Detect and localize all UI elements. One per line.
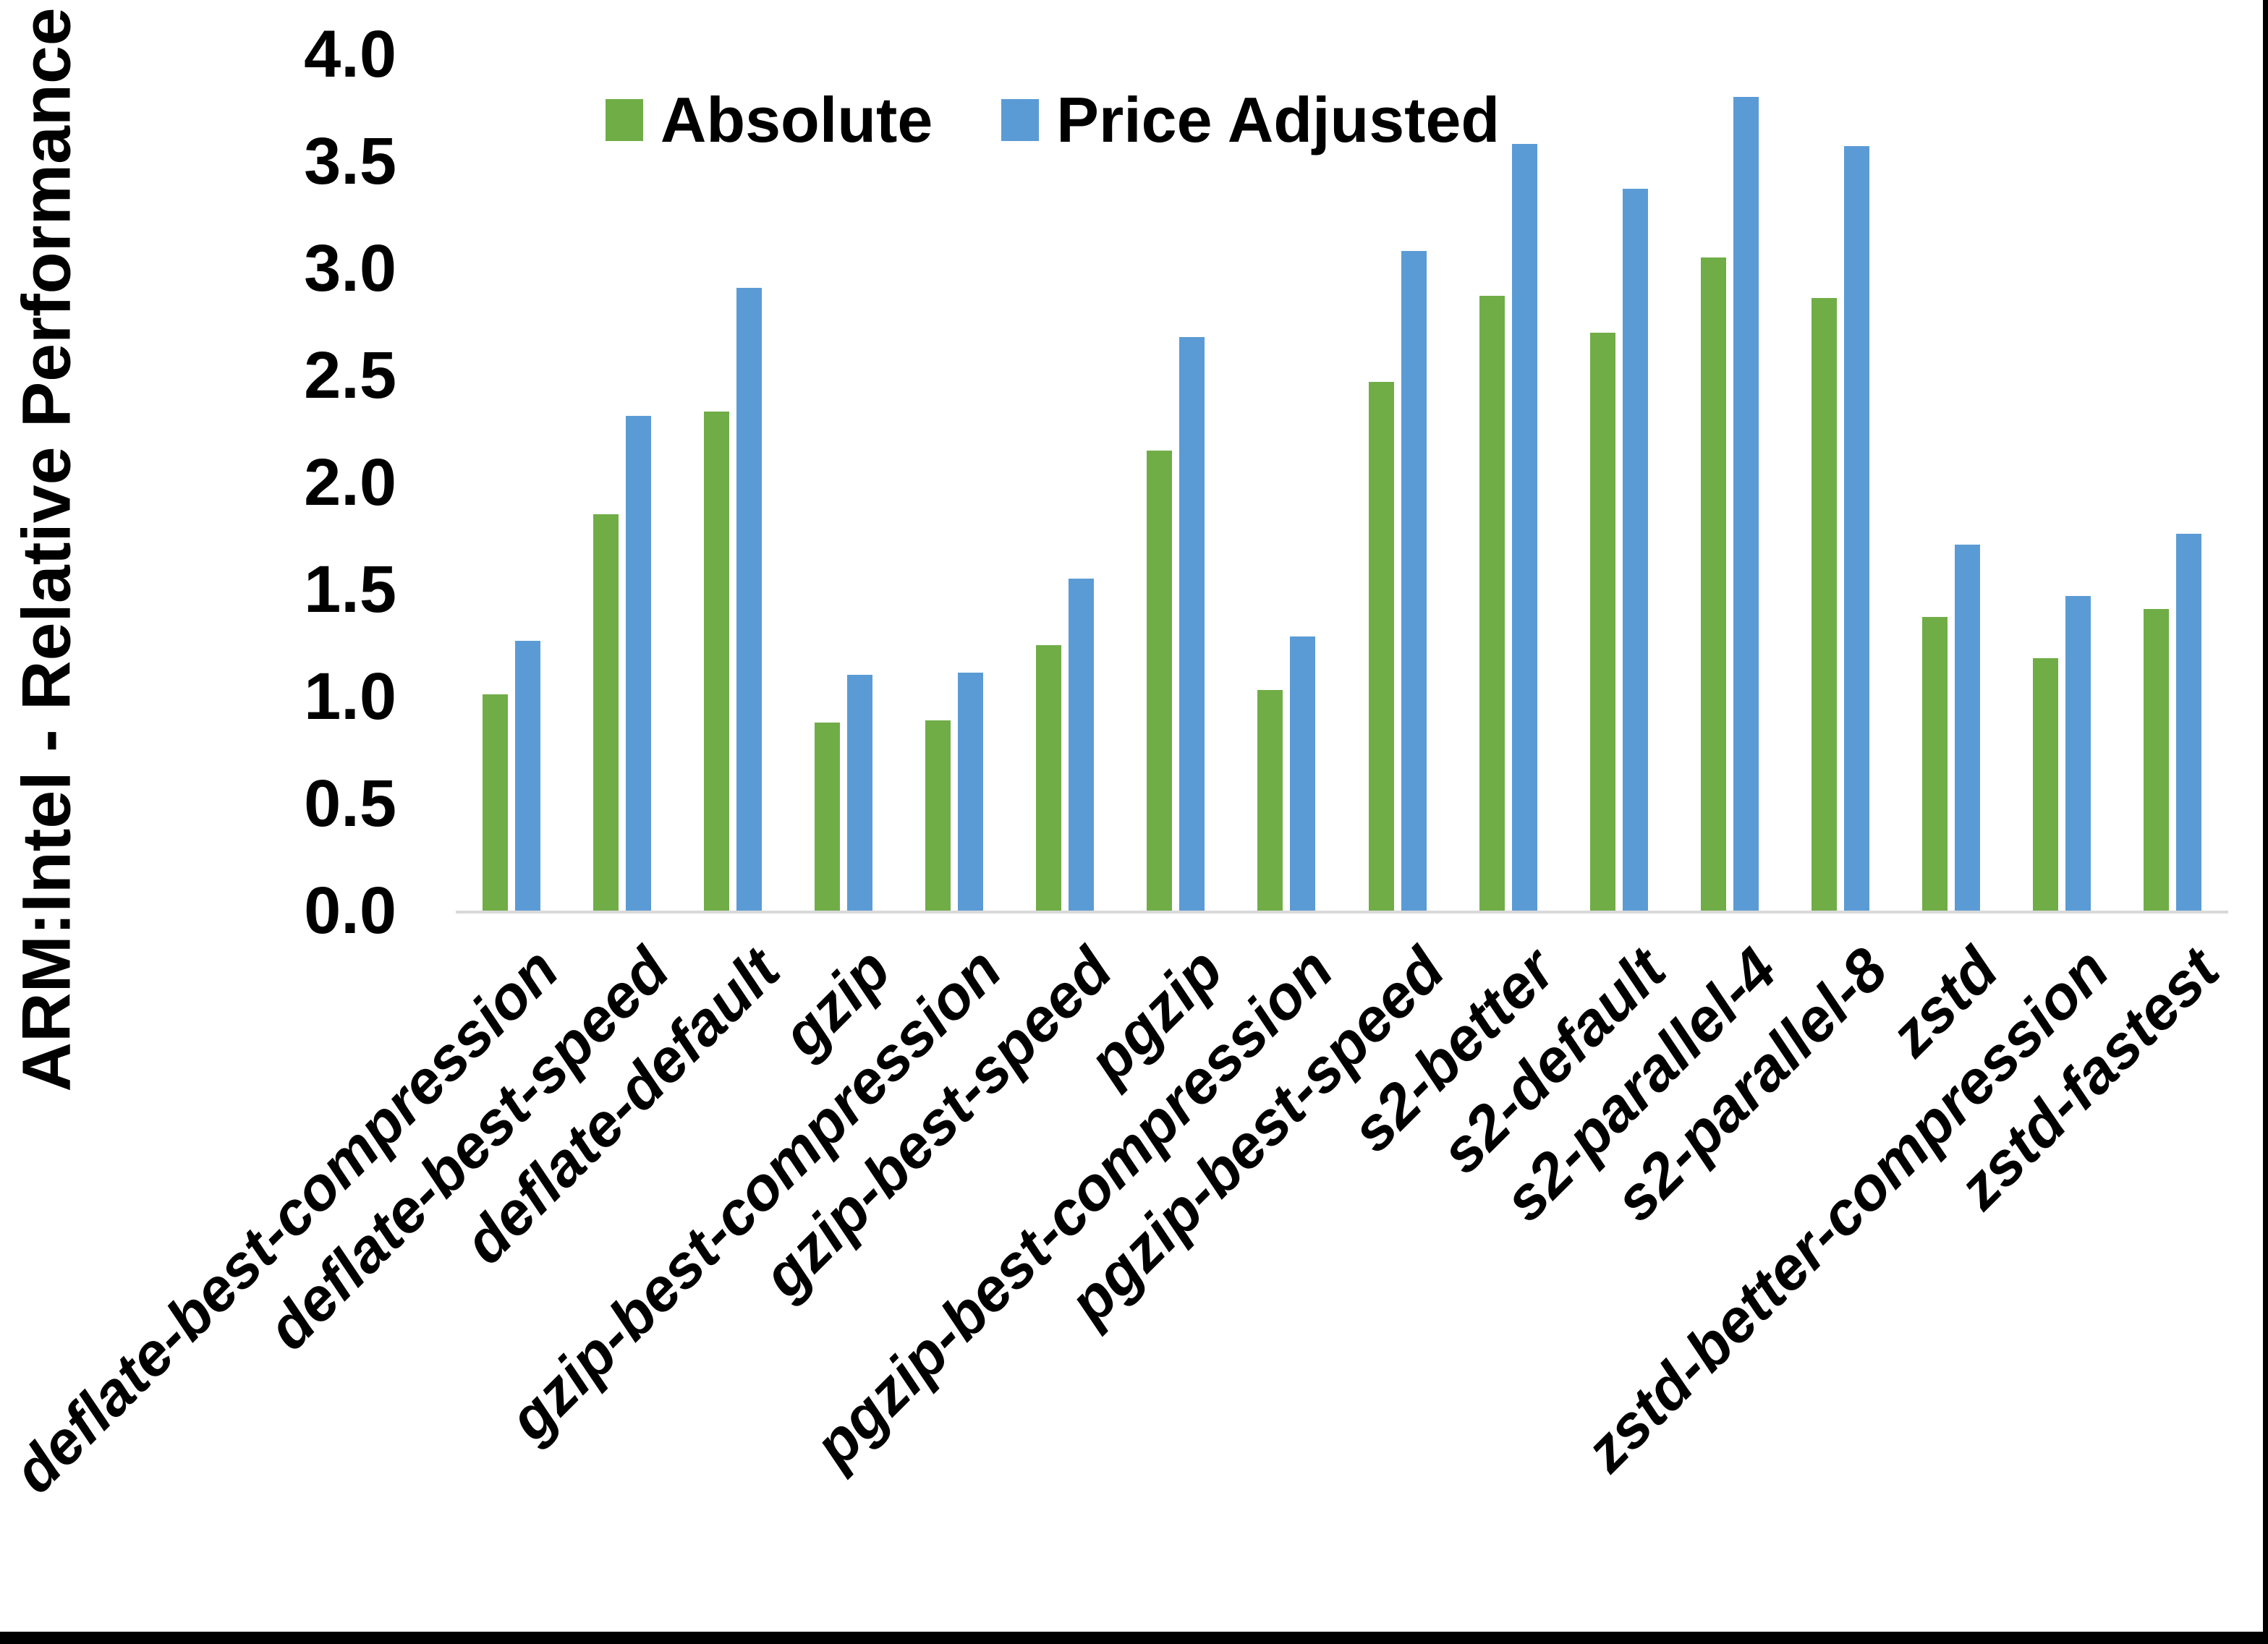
legend-swatch-price-adjusted: [1001, 99, 1040, 141]
plot-area: [456, 54, 2228, 913]
y-tick-1.5: 1.5: [304, 553, 396, 626]
legend-label-absolute: Absolute: [660, 84, 933, 156]
y-tick-3.5: 3.5: [304, 124, 396, 198]
legend: Absolute Price Adjusted: [0, 88, 2105, 152]
bar-price-adjusted-deflate-best-compression: [515, 641, 540, 911]
bar-absolute-zstd-better-compression: [2033, 658, 2058, 911]
y-tick-2.0: 2.0: [304, 446, 396, 519]
y-axis-tick-labels: 0.0 0.5 1.0 1.5 2.0 2.5 3.0 3.5 4.0: [0, 0, 456, 1013]
y-tick-2.5: 2.5: [304, 338, 396, 412]
bar-price-adjusted-s2-parallel-8: [1844, 146, 1869, 911]
bar-absolute-pgzip: [1147, 451, 1172, 911]
bar-price-adjusted-zstd-better-compression: [2065, 596, 2091, 911]
bar-absolute-s2-better: [1479, 296, 1505, 911]
bar-price-adjusted-s2-default: [1623, 189, 1648, 911]
bar-absolute-gzip-best-compression: [925, 720, 951, 911]
y-tick-4.0: 4.0: [304, 17, 396, 91]
legend-label-price-adjusted: Price Adjusted: [1056, 84, 1500, 156]
y-tick-0.0: 0.0: [304, 874, 396, 947]
bar-absolute-zstd: [1922, 617, 1948, 911]
y-tick-0.5: 0.5: [304, 767, 396, 840]
bar-absolute-zstd-fastest: [2144, 609, 2169, 911]
bar-price-adjusted-deflate-default: [736, 288, 762, 911]
bar-price-adjusted-s2-parallel-4: [1733, 97, 1759, 911]
bar-absolute-deflate-best-compression: [483, 694, 508, 911]
legend-item-absolute: Absolute: [605, 84, 933, 156]
legend-item-price-adjusted: Price Adjusted: [1001, 88, 1500, 152]
bar-absolute-s2-parallel-4: [1701, 257, 1726, 911]
screen-edge-right: [2263, 0, 2268, 1644]
bar-price-adjusted-pgzip-best-speed: [1401, 251, 1427, 911]
bar-price-adjusted-zstd-fastest: [2176, 534, 2201, 911]
bar-price-adjusted-gzip: [847, 675, 872, 911]
bar-price-adjusted-deflate-best-speed: [626, 416, 651, 911]
bar-price-adjusted-gzip-best-compression: [958, 673, 983, 911]
bar-absolute-pgzip-best-speed: [1369, 382, 1394, 911]
bar-absolute-s2-default: [1590, 333, 1615, 911]
bar-price-adjusted-zstd: [1955, 545, 1980, 911]
bar-absolute-deflate-default: [704, 412, 729, 911]
bar-price-adjusted-gzip-best-speed: [1069, 579, 1094, 911]
bar-price-adjusted-pgzip: [1179, 337, 1205, 911]
screen-edge-bottom: [0, 1632, 2268, 1644]
bar-absolute-deflate-best-speed: [593, 514, 619, 911]
bar-absolute-pgzip-best-compression: [1257, 690, 1283, 911]
bar-absolute-s2-parallel-8: [1812, 298, 1837, 911]
legend-swatch-absolute: [605, 99, 643, 141]
y-tick-1.0: 1.0: [304, 660, 396, 733]
bar-price-adjusted-pgzip-best-compression: [1290, 636, 1315, 911]
y-tick-3.0: 3.0: [304, 231, 396, 305]
bar-absolute-gzip: [815, 723, 840, 911]
bar-absolute-gzip-best-speed: [1036, 645, 1061, 911]
bar-price-adjusted-s2-better: [1512, 144, 1537, 911]
